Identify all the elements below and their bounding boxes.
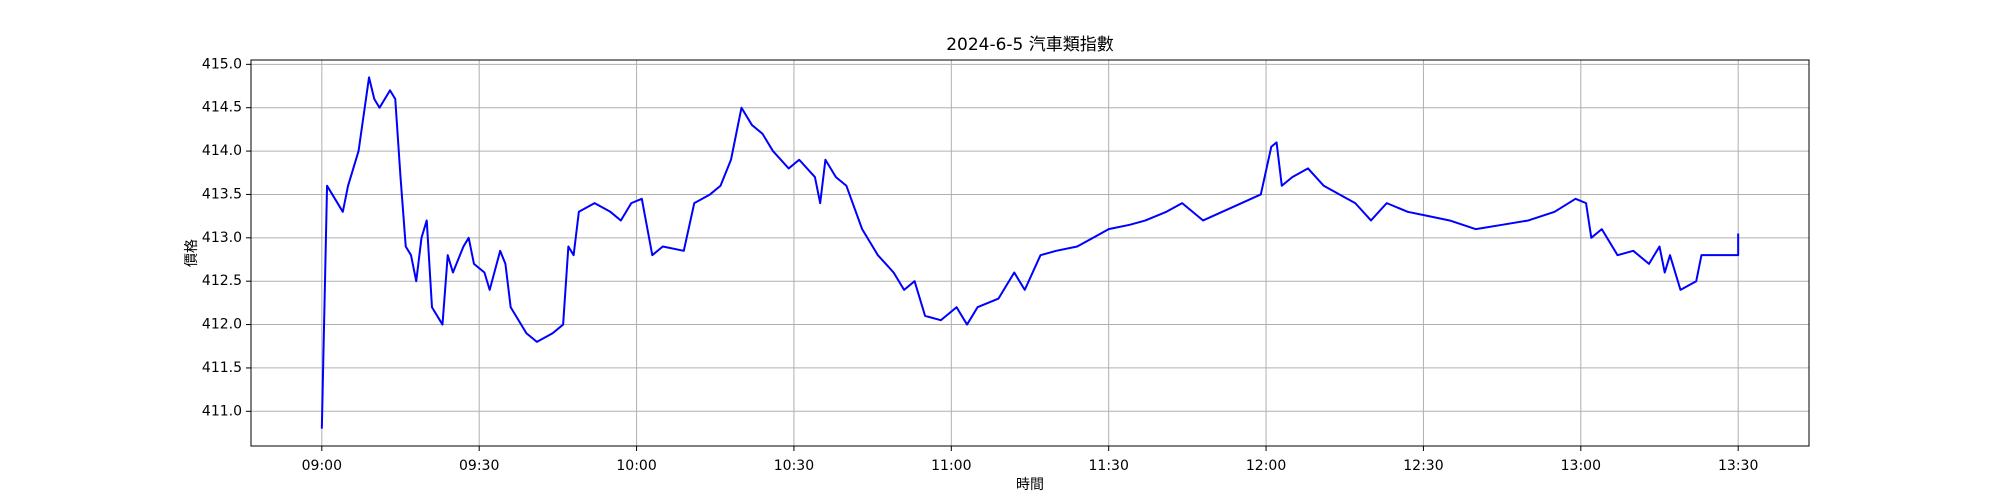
chart-title: 2024-6-5 汽車類指數 (946, 35, 1114, 55)
price-line (320, 76, 1740, 429)
x-tick-label: 11:30 (1089, 458, 1129, 474)
x-tick-label: 09:30 (459, 458, 499, 474)
y-tick-label: 413.0 (202, 230, 242, 246)
y-tick-label: 412.5 (202, 273, 242, 289)
x-tick-label: 10:30 (774, 458, 814, 474)
y-tick-label: 412.0 (202, 317, 242, 333)
x-tick-label: 10:00 (616, 458, 656, 474)
plot-frame (250, 59, 1810, 447)
x-axis-label: 時間 (1016, 477, 1044, 493)
x-tick-label: 09:00 (302, 458, 342, 474)
y-tick-label: 413.5 (202, 186, 242, 202)
x-tick-label: 11:00 (931, 458, 971, 474)
y-tick-label: 411.5 (202, 360, 242, 376)
x-tick-label: 13:00 (1561, 458, 1601, 474)
y-tick-label: 414.0 (202, 143, 242, 159)
x-tick-label: 12:00 (1246, 458, 1286, 474)
y-axis-label: 價格 (183, 239, 200, 267)
y-tick-label: 414.5 (202, 100, 242, 116)
y-tick-label: 415.0 (202, 56, 242, 72)
y-tick-label: 411.0 (202, 403, 242, 419)
x-tick-label: 12:30 (1403, 458, 1443, 474)
x-tick-label: 13:30 (1718, 458, 1758, 474)
